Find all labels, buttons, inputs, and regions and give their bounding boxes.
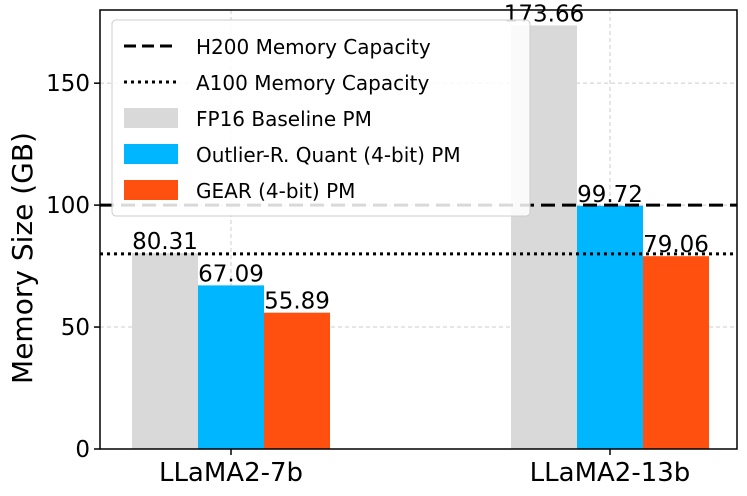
bar-0-1 [198, 285, 264, 449]
legend-swatch-4 [124, 180, 178, 200]
legend-swatch-2 [124, 108, 178, 128]
y-tick-label-2: 100 [46, 193, 90, 219]
data-label-0-0: 80.31 [132, 229, 198, 255]
legend-label-0: H200 Memory Capacity [196, 35, 431, 59]
x-tick-label-1: LLaMA2-13b [530, 458, 691, 488]
legend: H200 Memory Capacity A100 Memory Capacity… [111, 19, 531, 217]
y-axis-title: Memory Size (GB) [6, 132, 39, 384]
bar-1-2 [643, 256, 709, 449]
axes: 0 50 100 150 LLaMA2-7b LLaMA2-13b [46, 9, 738, 488]
data-label-0-2: 55.89 [264, 289, 330, 315]
legend-box [111, 19, 531, 217]
legend-label-2: FP16 Baseline PM [196, 107, 372, 131]
bar-0-2 [264, 312, 330, 449]
legend-label-3: Outlier-R. Quant (4-bit) PM [196, 143, 461, 167]
legend-label-1: A100 Memory Capacity [196, 71, 429, 95]
x-tick-label-0: LLaMA2-7b [159, 458, 303, 488]
data-label-0-1: 67.09 [198, 261, 264, 287]
legend-swatch-3 [124, 144, 178, 164]
plot-frame [99, 9, 738, 450]
y-tick-label-1: 50 [61, 315, 90, 341]
data-label-1-1: 99.72 [577, 182, 643, 208]
y-tick-label-3: 150 [46, 71, 90, 97]
legend-label-4: GEAR (4-bit) PM [196, 179, 355, 203]
bar-1-1 [577, 205, 643, 449]
y-tick-label-0: 0 [75, 437, 90, 463]
bar-0-0 [132, 253, 198, 449]
data-label-1-2: 79.06 [643, 232, 709, 258]
